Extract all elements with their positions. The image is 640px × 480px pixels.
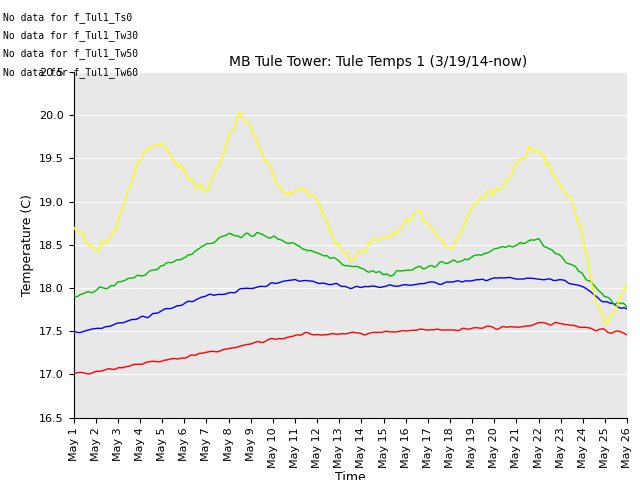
Title: MB Tule Tower: Tule Temps 1 (3/19/14-now): MB Tule Tower: Tule Temps 1 (3/19/14-now… — [229, 56, 527, 70]
Text: No data for f_Tul1_Tw30: No data for f_Tul1_Tw30 — [3, 30, 138, 41]
Text: No data for f_Tul1_Ts0: No data for f_Tul1_Ts0 — [3, 12, 132, 23]
Text: No data for f_Tul1_Tw60: No data for f_Tul1_Tw60 — [3, 67, 138, 78]
Y-axis label: Temperature (C): Temperature (C) — [20, 194, 33, 296]
Text: No data for f_Tul1_Tw50: No data for f_Tul1_Tw50 — [3, 48, 138, 60]
X-axis label: Time: Time — [335, 471, 366, 480]
